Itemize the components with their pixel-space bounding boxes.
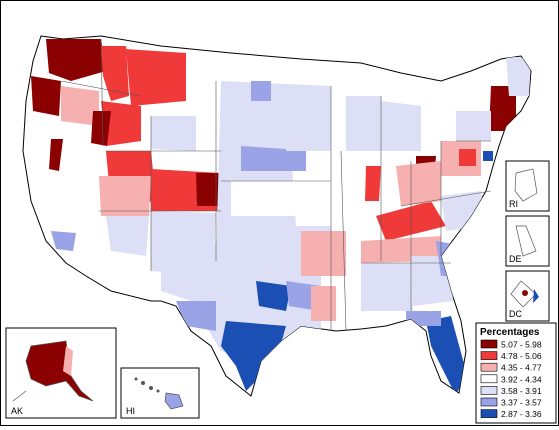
legend-label: 3.92 - 4.34 <box>501 374 542 384</box>
region-idaho-panhandle <box>101 46 129 101</box>
region-texas-dallas <box>256 281 291 311</box>
region-idaho-south <box>101 101 141 146</box>
region-florida-north <box>406 311 441 326</box>
legend-swatch <box>480 374 498 384</box>
region-kansas <box>231 181 301 216</box>
region-nebraska-blue <box>241 146 286 171</box>
region-georgia <box>411 256 453 306</box>
region-wyoming <box>151 116 196 151</box>
inset-alaska: AK <box>5 327 117 419</box>
region-ohio <box>396 161 441 206</box>
region-pa-red <box>459 149 476 166</box>
inset-label-ri: RI <box>509 199 518 209</box>
region-washington-west <box>46 39 106 81</box>
region-virginia <box>441 191 486 231</box>
inset-delaware: DE <box>505 215 550 267</box>
region-texas-houston <box>221 321 286 391</box>
region-montana-west <box>126 49 186 106</box>
inset-label-dc: DC <box>509 309 522 319</box>
legend-swatch <box>480 409 498 418</box>
legend-label: 5.07 - 5.98 <box>501 340 542 350</box>
legend-swatch <box>480 339 498 349</box>
legend-swatch <box>480 397 498 407</box>
state-lines <box>60 38 492 332</box>
inset-label-ak: AK <box>11 406 23 416</box>
region-socal-blue <box>51 231 76 251</box>
legend-swatch <box>480 351 498 360</box>
region-illinois-red <box>365 166 381 201</box>
inset-label-de: DE <box>509 254 522 264</box>
region-new-york <box>456 111 491 141</box>
region-louisiana-pink <box>311 286 336 321</box>
legend: Percentages 5.07 - 5.984.78 - 5.06 4.35 -… <box>475 322 557 424</box>
legend-label: 2.87 - 3.36 <box>501 409 542 419</box>
region-michigan <box>381 101 421 151</box>
inset-hawaii: HI <box>120 367 200 419</box>
legend-swatch <box>480 386 498 395</box>
region-arizona-pink <box>106 216 149 256</box>
legend-title: Percentages <box>480 327 540 338</box>
region-new-england <box>489 86 516 131</box>
region-oregon-central <box>61 86 99 126</box>
region-wisconsin <box>346 96 381 151</box>
region-south-carolina <box>436 241 466 276</box>
region-maine <box>506 56 531 96</box>
inset-district-of-columbia: DC <box>505 270 550 322</box>
inset-label-hi: HI <box>126 406 135 416</box>
region-southwest-pink <box>99 176 151 216</box>
legend-label: 3.37 - 3.57 <box>501 398 542 408</box>
region-alabama <box>361 263 413 311</box>
region-oklahoma-pink <box>301 231 346 276</box>
legend-label: 4.35 - 4.77 <box>501 363 542 373</box>
legend-label: 4.78 - 5.06 <box>501 351 542 361</box>
region-dakota-blue <box>251 81 271 101</box>
region-idaho-east <box>91 111 111 146</box>
region-nevada-sliver <box>49 139 63 171</box>
legend-label: 3.58 - 3.91 <box>501 386 542 396</box>
region-oregon-west <box>31 76 61 116</box>
region-fills <box>31 39 531 396</box>
inset-rhode-island: RI <box>505 160 550 212</box>
region-iowa-blue <box>286 151 306 171</box>
legend-swatch <box>480 362 498 372</box>
region-nyc-blue <box>483 151 493 161</box>
region-florida <box>426 316 466 396</box>
region-texas-west <box>176 301 216 331</box>
